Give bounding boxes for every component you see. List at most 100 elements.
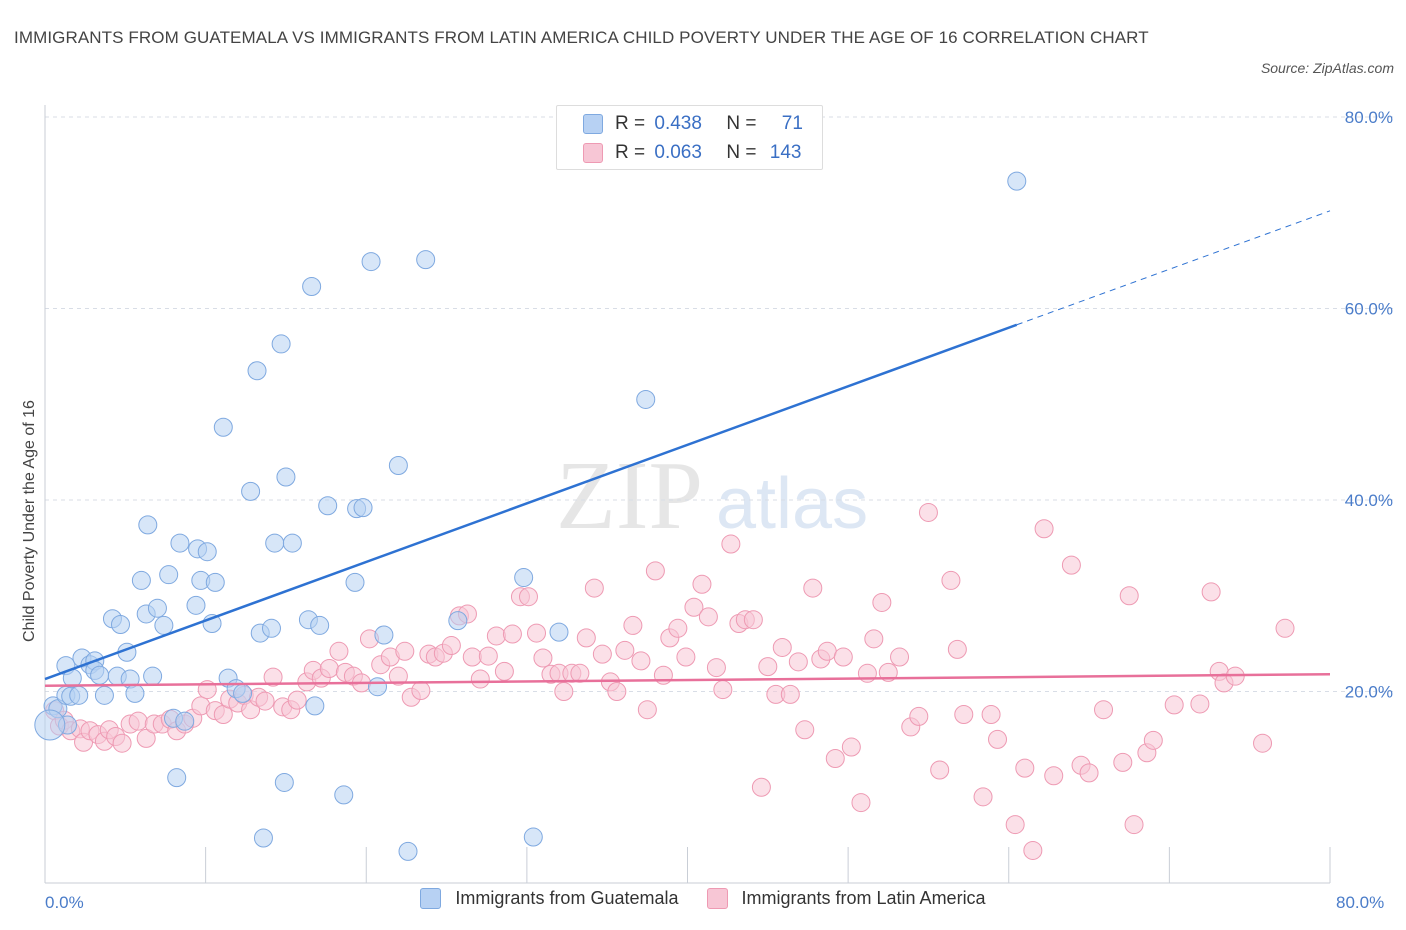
latin-america-point [1094, 700, 1114, 720]
latin-america-point [721, 534, 741, 554]
latin-america-point [607, 682, 627, 701]
legend-swatch-pink [583, 143, 603, 163]
guatemala-point [159, 565, 179, 585]
latin-america-point [1119, 586, 1139, 606]
guatemala-point [167, 768, 187, 788]
latin-america-point [1143, 730, 1163, 750]
latin-america-point [1034, 519, 1054, 539]
guatemala-point [147, 598, 167, 618]
guatemala-point [448, 611, 468, 631]
guatemala-point [197, 542, 217, 562]
x-tick-label-max: 80.0% [1336, 893, 1384, 912]
latin-america-point [713, 680, 733, 700]
latin-america-trend-line [44, 673, 1331, 688]
latin-america-point [287, 690, 307, 710]
latin-america-point [909, 706, 929, 726]
legend-swatch-blue [583, 114, 603, 134]
latin-america-point [527, 623, 547, 643]
guatemala-point [334, 785, 354, 805]
latin-america-point [533, 648, 553, 668]
guatemala-point [261, 618, 281, 638]
guatemala-point [90, 665, 110, 685]
series-swatch-pink [706, 888, 728, 909]
guatemala-point [345, 572, 365, 592]
latin-america-point [502, 624, 522, 644]
latin-america-point [780, 684, 800, 704]
latin-america-point [825, 749, 845, 769]
guatemala-point [131, 570, 151, 590]
trend-lines [44, 210, 1331, 688]
x-tick-label-min: 0.0% [45, 893, 84, 912]
latin-america-point [890, 647, 910, 667]
guatemala-point [271, 334, 291, 354]
latin-america-point [1005, 815, 1025, 835]
watermark: ZIP atlas [556, 442, 868, 550]
correlation-legend: R = 0.438 N = 71 R = 0.063 N = 143 [556, 105, 823, 170]
guatemala-point [636, 389, 656, 409]
guatemala-point [523, 827, 543, 847]
guatemala-point [241, 481, 261, 501]
latin-america-point [395, 641, 415, 661]
y-tick-labels: 20.0% 40.0% 60.0% 80.0% [1345, 108, 1393, 702]
latin-america-point [872, 592, 892, 612]
latin-america-point [758, 657, 778, 677]
guatemala-point [265, 533, 285, 553]
latin-america-point [615, 640, 635, 660]
latin-america-point [1253, 733, 1273, 753]
latin-america-point [441, 636, 461, 656]
latin-america-point [1275, 618, 1295, 638]
latin-america-point [319, 659, 339, 679]
guatemala-trend-extension [1016, 210, 1331, 326]
latin-america-point [698, 607, 718, 627]
latin-america-point [584, 578, 604, 598]
latin-america-point [1015, 758, 1035, 778]
legend-row-guatemala: R = 0.438 N = 71 [583, 110, 803, 138]
series-legend-guatemala: Immigrants from Guatemala [420, 888, 679, 909]
latin-america-point [554, 682, 574, 701]
legend-n-value: 71 [781, 113, 803, 134]
latin-america-point [576, 628, 596, 648]
latin-america-point [817, 641, 837, 661]
latin-america-point [263, 667, 283, 687]
guatemala-point [353, 498, 373, 518]
latin-america-point [751, 777, 771, 797]
legend-r-label: R = [615, 142, 651, 163]
latin-america-point [668, 618, 688, 638]
source-label: Source: ZipAtlas.com [1260, 60, 1394, 76]
latin-america-point [973, 787, 993, 807]
guatemala-points [34, 171, 1027, 861]
guatemala-point [110, 614, 130, 634]
watermark-zip: ZIP [556, 442, 703, 550]
latin-america-point [864, 629, 884, 649]
latin-america-point [1201, 582, 1221, 602]
guatemala-point [361, 252, 381, 272]
guatemala-point [186, 595, 206, 615]
series-legend-latin-america: Immigrants from Latin America [706, 888, 986, 909]
latin-america-point [388, 666, 408, 686]
guatemala-point [69, 685, 89, 705]
guatemala-point [318, 496, 338, 516]
latin-america-point [941, 570, 961, 590]
series-label-guatemala: Immigrants from Guatemala [455, 888, 679, 908]
latin-america-point [918, 502, 938, 522]
legend-r-value: 0.438 [654, 113, 702, 134]
guatemala-point [398, 841, 418, 861]
legend-r-value: 0.063 [654, 142, 702, 163]
latin-america-point [136, 728, 156, 748]
guatemala-point [138, 515, 158, 535]
guatemala-point [282, 533, 302, 553]
latin-america-point [462, 647, 482, 667]
latin-america-point [1044, 766, 1064, 786]
latin-america-point [841, 737, 861, 757]
guatemala-point [367, 677, 387, 697]
y-tick-label: 40.0% [1345, 491, 1393, 510]
series-label-latin-america: Immigrants from Latin America [741, 888, 986, 908]
guatemala-trend-line [44, 323, 1018, 681]
latin-america-point [645, 561, 665, 581]
latin-america-point [494, 661, 514, 681]
latin-america-point [411, 681, 431, 701]
latin-america-point [788, 652, 808, 672]
series-legend: Immigrants from Guatemala Immigrants fro… [0, 888, 1406, 909]
latin-america-point [851, 793, 871, 813]
